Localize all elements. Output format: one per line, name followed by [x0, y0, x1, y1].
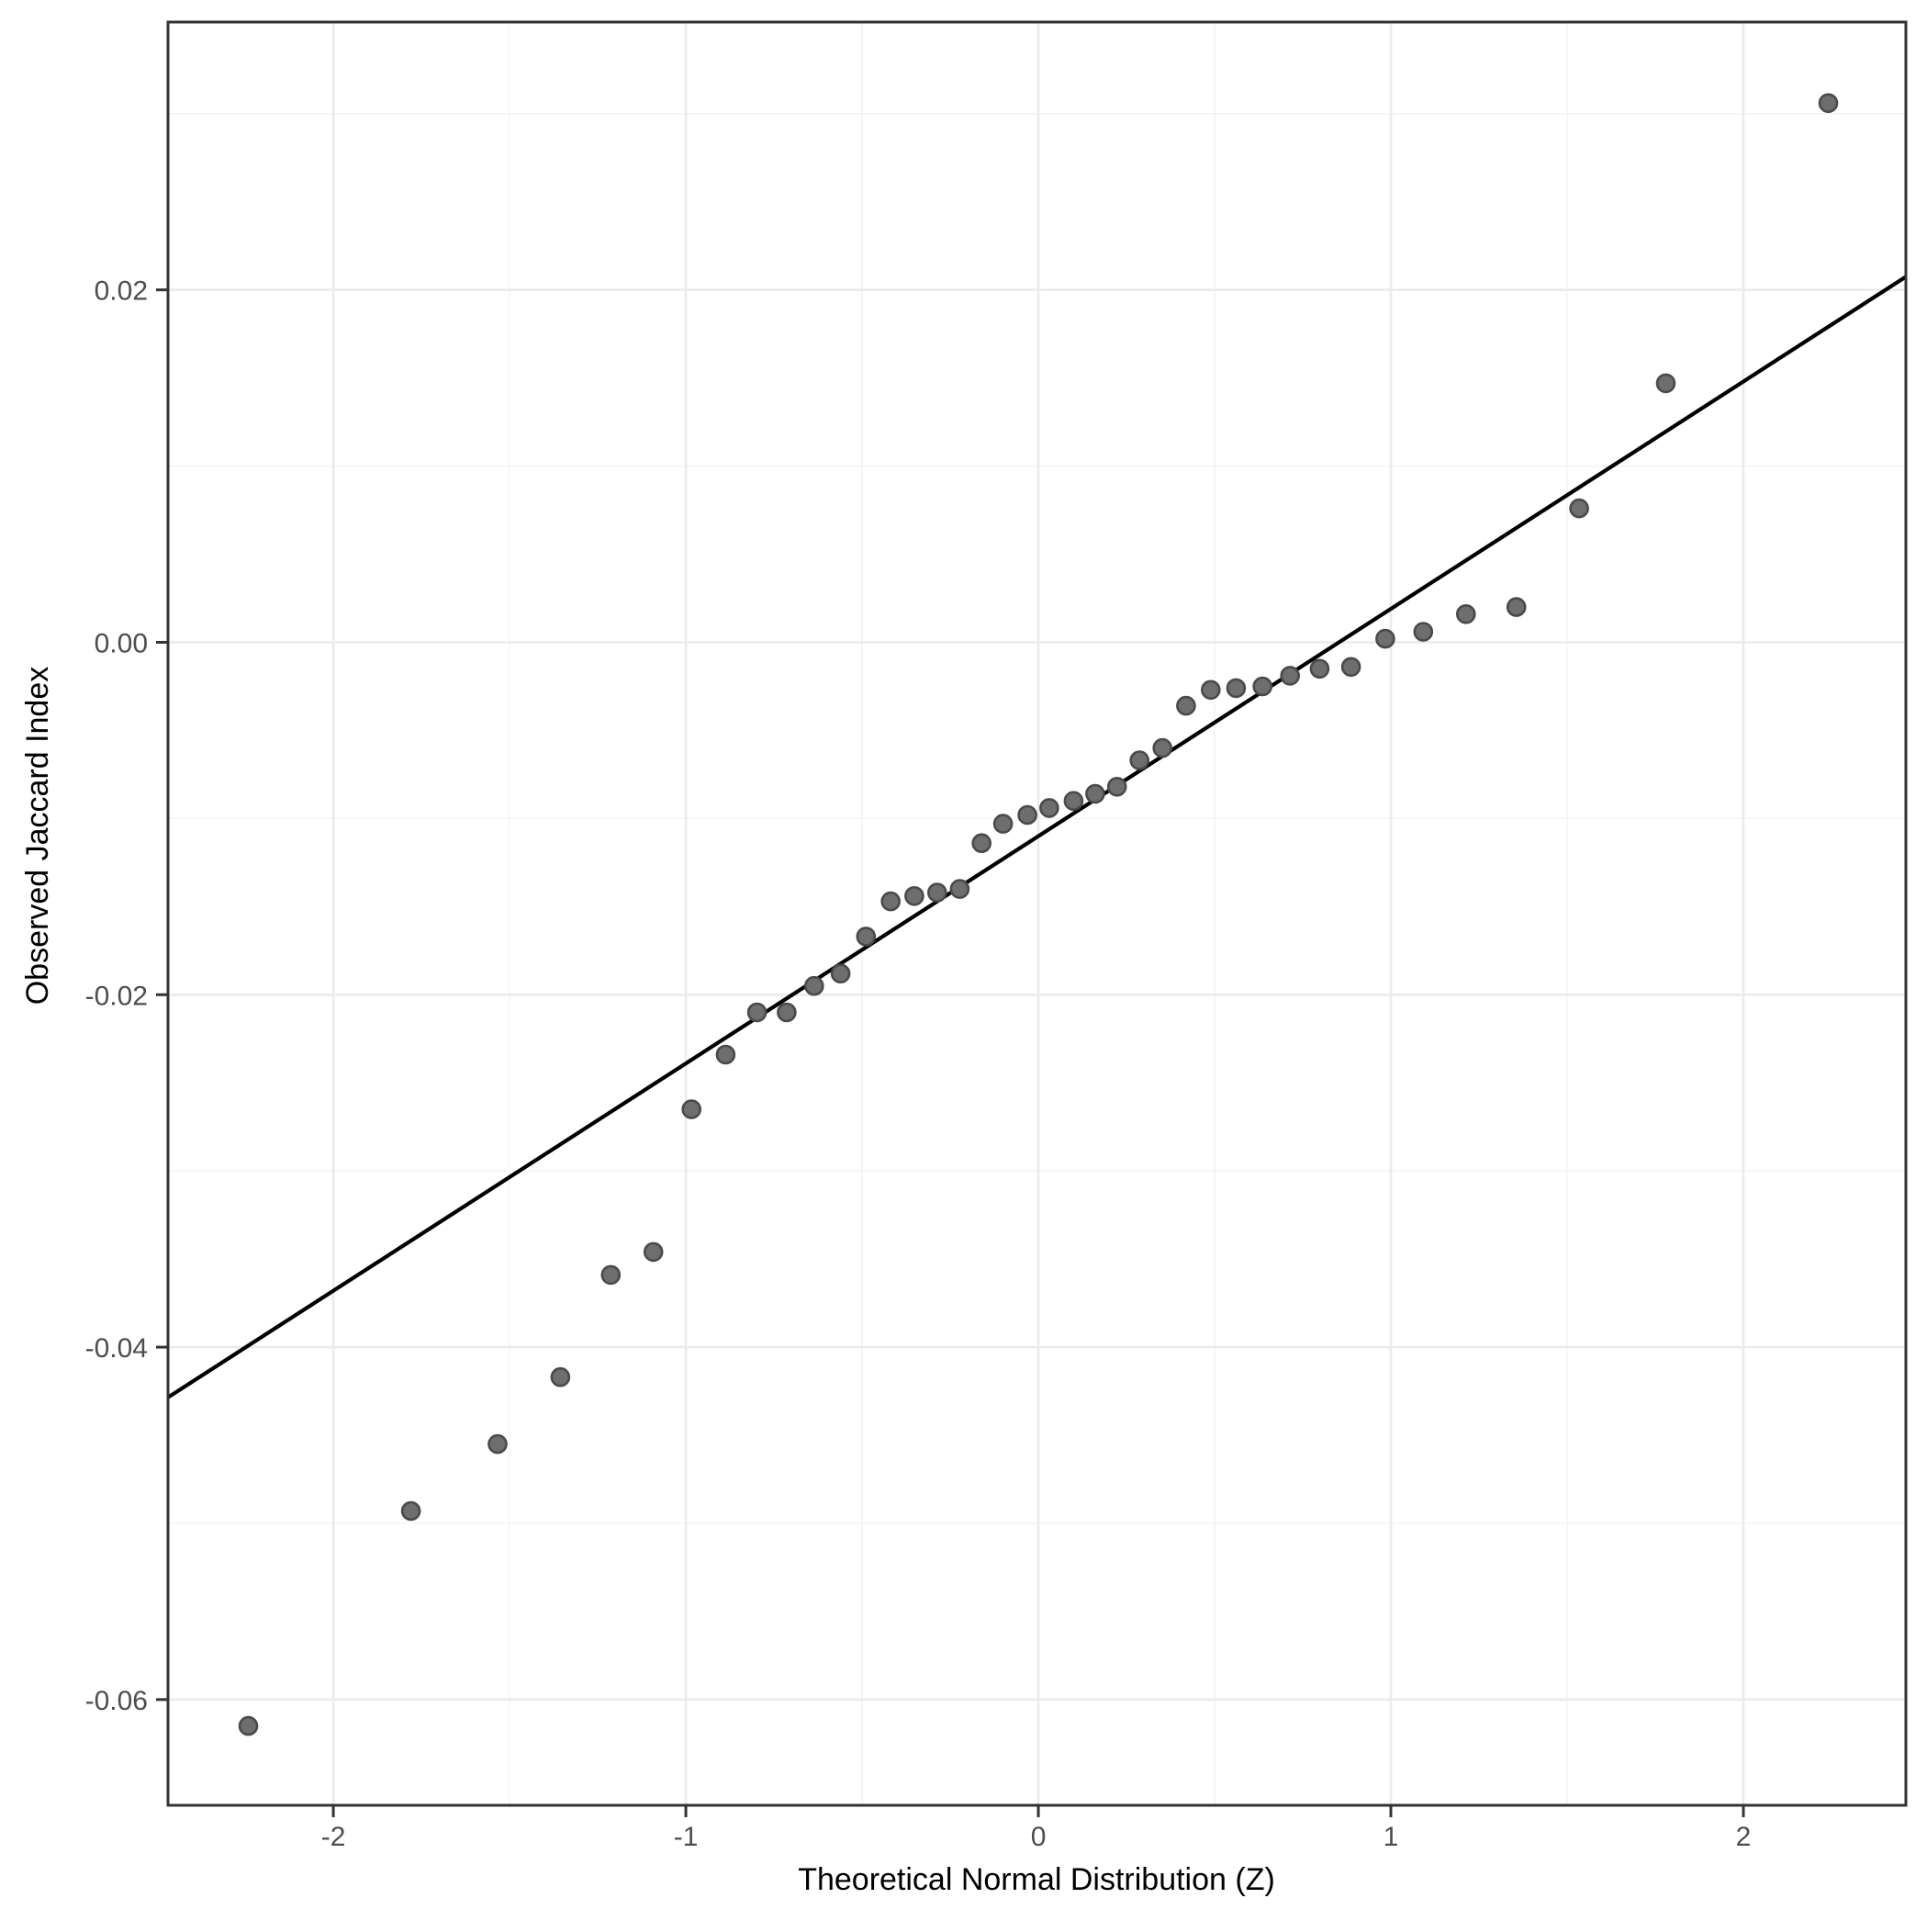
data-point	[1818, 93, 1839, 114]
data-point	[1413, 622, 1434, 642]
reference-line-group	[166, 275, 1908, 1399]
data-point	[1226, 678, 1247, 699]
data-point	[992, 814, 1014, 834]
plot-panel-background	[168, 22, 1906, 1805]
data-point	[926, 882, 947, 903]
x-tick-label: 0	[1031, 1822, 1047, 1852]
x-axis-tick-labels: -2 -1 0 1 2	[321, 1822, 1752, 1852]
data-point	[1129, 750, 1149, 770]
data-point	[1063, 791, 1084, 812]
data-point	[1375, 628, 1395, 649]
data-point	[643, 1241, 664, 1263]
data-point	[487, 1433, 508, 1455]
y-tick-label: 0.02	[95, 276, 148, 307]
data-point	[600, 1264, 622, 1286]
plot-panel-border	[166, 20, 1908, 1807]
data-point	[1456, 603, 1476, 624]
data-point	[904, 885, 924, 906]
data-point	[1085, 783, 1105, 804]
x-tick-label: 2	[1736, 1822, 1752, 1852]
minor-gridlines	[168, 22, 1906, 1805]
data-point	[856, 927, 877, 947]
data-point	[746, 1002, 767, 1023]
data-point	[681, 1099, 702, 1119]
data-point	[777, 1002, 797, 1023]
data-point	[1309, 658, 1330, 680]
data-point	[1039, 798, 1059, 818]
x-tick-label: -2	[321, 1822, 346, 1852]
data-points-group	[238, 93, 1839, 1736]
data-point	[803, 975, 824, 996]
data-point	[1655, 373, 1676, 394]
y-axis-tick-labels: 0.02 0.00 -0.02 -0.04 -0.06	[85, 276, 148, 1716]
y-tick-label: -0.04	[85, 1333, 148, 1364]
data-point	[1201, 680, 1221, 701]
data-point	[1252, 676, 1272, 697]
y-tick-label: -0.06	[85, 1686, 148, 1716]
qq-reference-line	[166, 275, 1908, 1399]
x-axis-title: Theoretical Normal Distribution (Z)	[798, 1862, 1275, 1897]
data-point	[238, 1715, 259, 1736]
data-point	[1017, 804, 1037, 826]
data-point	[880, 891, 902, 912]
data-point	[550, 1366, 571, 1387]
major-gridlines	[168, 22, 1906, 1805]
data-point	[1506, 597, 1527, 617]
data-point	[400, 1500, 421, 1522]
y-tick-label: -0.02	[85, 981, 148, 1011]
y-tick-label: 0.00	[95, 628, 148, 658]
data-point	[1152, 737, 1172, 758]
axis-ticks-group	[156, 288, 1745, 1817]
data-point	[830, 963, 851, 983]
data-point	[1176, 695, 1196, 716]
data-point	[1106, 776, 1127, 797]
x-tick-label: -1	[674, 1822, 699, 1852]
x-tick-label: 1	[1384, 1822, 1399, 1852]
data-point	[1340, 657, 1361, 678]
data-point	[949, 879, 970, 899]
data-point	[1569, 498, 1589, 519]
data-point	[1280, 666, 1300, 686]
y-axis-title: Observed Jaccard Index	[20, 667, 55, 1005]
data-point	[971, 833, 992, 854]
data-point	[715, 1044, 736, 1065]
